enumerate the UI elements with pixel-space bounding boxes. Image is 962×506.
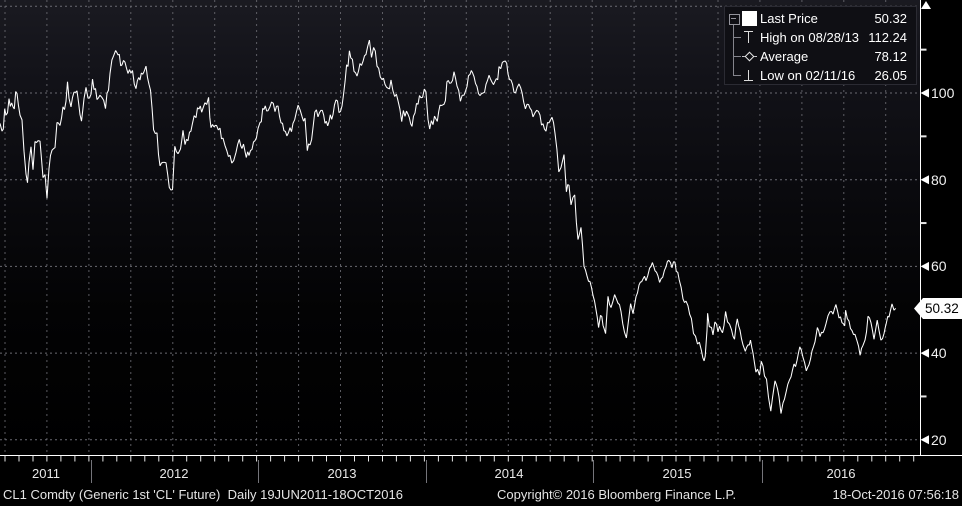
legend: Last Price 50.32 High on 08/28/13 112.24… xyxy=(724,6,917,85)
y-major-tick xyxy=(920,261,929,271)
instrument-description: CL1 Comdty (Generic 1st 'CL' Future) Dai… xyxy=(3,487,403,502)
x-axis-year-label: 2013 xyxy=(327,466,357,481)
footer-bar: CL1 Comdty (Generic 1st 'CL' Future) Dai… xyxy=(0,487,962,506)
x-axis-year-label: 2015 xyxy=(662,466,692,481)
y-minor-tick xyxy=(920,395,927,398)
legend-value: 112.24 xyxy=(868,30,907,45)
axis-scroll-arrow-icon xyxy=(921,1,931,9)
legend-row-last-price[interactable]: Last Price 50.32 xyxy=(725,9,916,28)
legend-label: Last Price xyxy=(760,11,818,26)
legend-row-high[interactable]: High on 08/28/13 112.24 xyxy=(725,28,916,47)
y-minor-tick xyxy=(920,135,927,138)
legend-tree-stub xyxy=(733,75,741,76)
legend-label: Average xyxy=(760,49,809,64)
y-major-tick xyxy=(920,435,929,445)
price-line[interactable] xyxy=(0,39,897,414)
last-price-badge: 50.32 xyxy=(914,298,962,319)
y-major-tick xyxy=(920,348,929,358)
legend-tree-stub xyxy=(733,37,741,38)
y-axis-tick-label: 100 xyxy=(931,85,955,101)
y-major-tick xyxy=(920,175,929,185)
legend-value: 50.32 xyxy=(874,11,907,26)
high-marker-icon xyxy=(742,30,757,45)
legend-tree-line xyxy=(733,25,734,75)
legend-row-low[interactable]: Low on 02/11/16 26.05 xyxy=(725,66,916,85)
series-swatch-icon xyxy=(742,11,757,26)
legend-label: Low on 02/11/16 xyxy=(760,68,856,83)
legend-tree-stub xyxy=(733,56,741,57)
legend-row-average[interactable]: Average 78.12 xyxy=(725,47,916,66)
x-axis-year-label: 2016 xyxy=(826,466,856,481)
low-marker-icon xyxy=(742,68,757,83)
x-axis-year-label: 2011 xyxy=(32,466,60,481)
y-major-tick xyxy=(920,88,929,98)
timestamp: 18-Oct-2016 07:56:18 xyxy=(832,487,959,502)
y-axis-tick-label: 40 xyxy=(931,345,947,361)
y-minor-tick xyxy=(920,222,927,225)
x-axis-year-label: 2014 xyxy=(494,466,524,481)
copyright-text: Copyright© 2016 Bloomberg Finance L.P. xyxy=(497,487,737,502)
legend-value: 78.12 xyxy=(874,49,907,64)
y-axis-tick-label: 60 xyxy=(931,258,947,274)
y-axis-tick-label: 20 xyxy=(931,432,947,448)
x-axis-year-label: 2012 xyxy=(159,466,189,481)
legend-label: High on 08/28/13 xyxy=(760,30,860,45)
legend-expand-icon[interactable] xyxy=(729,14,740,25)
y-axis-tick-label: 80 xyxy=(931,172,947,188)
legend-value: 26.05 xyxy=(874,68,907,83)
average-marker-icon xyxy=(742,49,757,64)
y-minor-tick xyxy=(920,48,927,51)
